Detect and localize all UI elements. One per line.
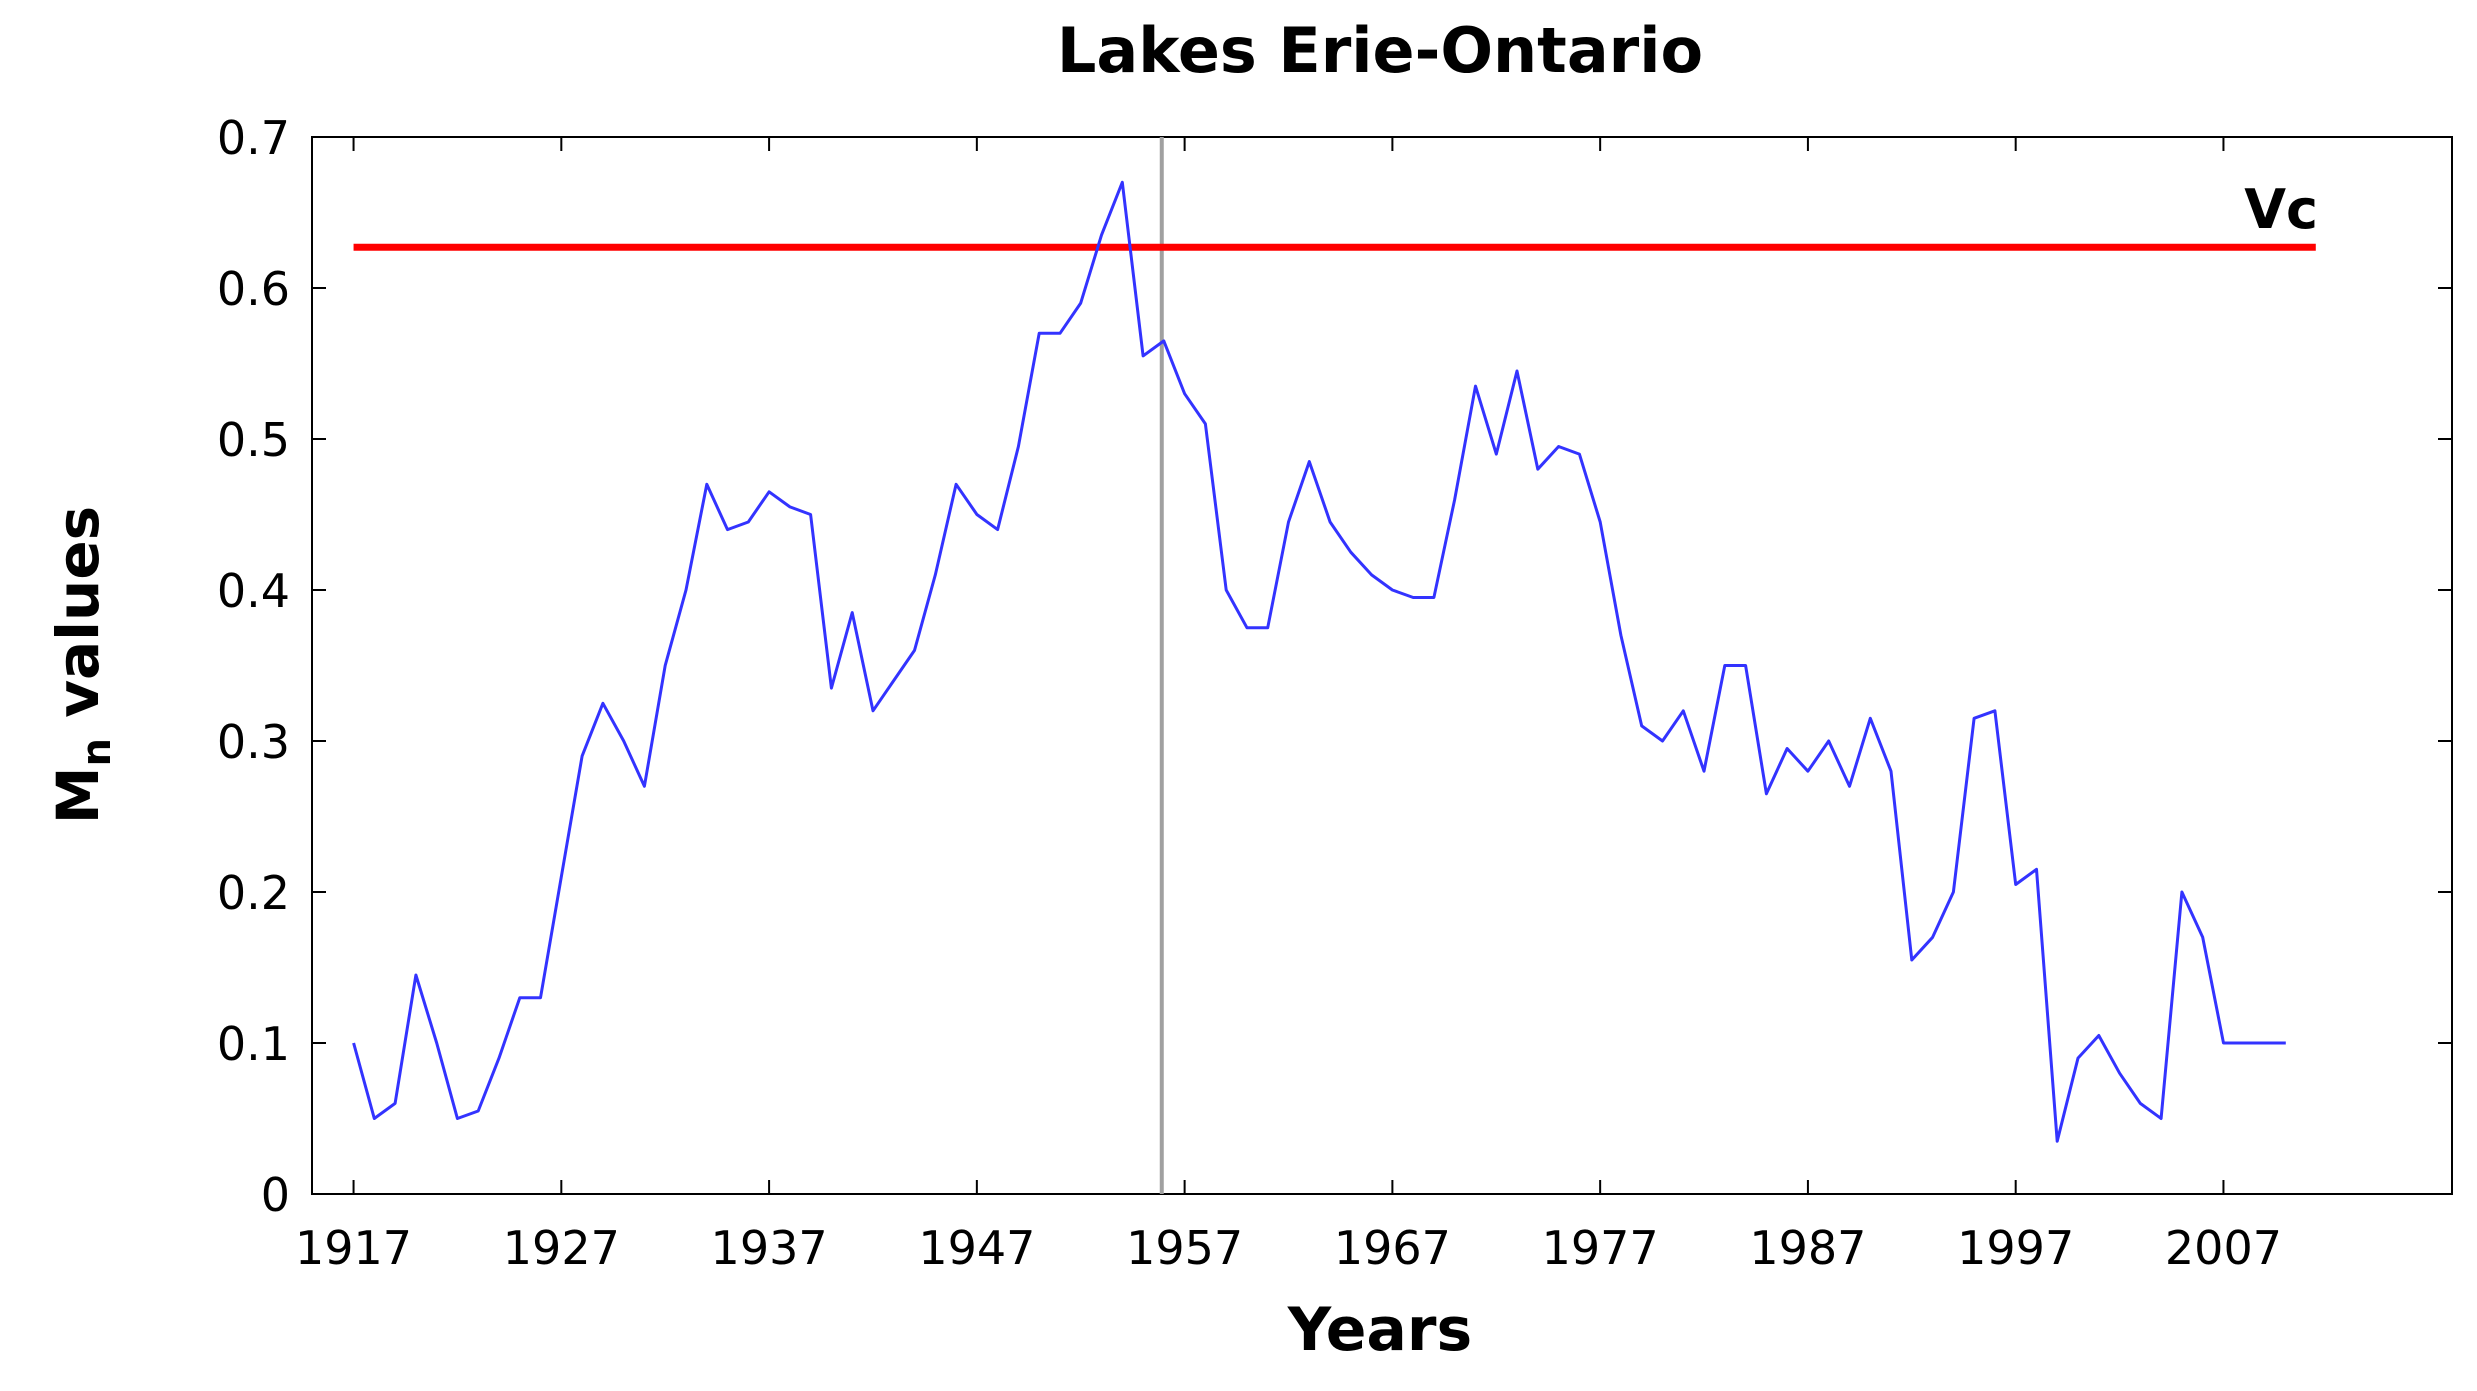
y-tick-label: 0.1 bbox=[217, 1017, 290, 1071]
y-axis-label: Mn values bbox=[44, 506, 120, 824]
y-tick-label: 0 bbox=[261, 1168, 290, 1222]
series-group bbox=[352, 180, 2286, 1143]
y-tick-label: 0.6 bbox=[217, 262, 290, 316]
x-tick-label: 1917 bbox=[295, 1221, 412, 1275]
x-tick-label: 1977 bbox=[1542, 1221, 1659, 1275]
x-tick-label: 2007 bbox=[2165, 1221, 2282, 1275]
y-axis-label-main: M bbox=[44, 766, 112, 824]
x-axis-ticks: 1917 1927 1937 1947 1957 1967 1977 1987 1997 2007 bbox=[295, 137, 2282, 1275]
series-line bbox=[352, 180, 2286, 1143]
y-axis-label-subscript: n bbox=[74, 738, 120, 766]
plot-frame bbox=[311, 136, 2453, 1195]
y-tick-label: 0.4 bbox=[217, 564, 290, 618]
threshold-label: Vc bbox=[2244, 178, 2318, 241]
x-tick-label: 1957 bbox=[1126, 1221, 1243, 1275]
chart-title: Lakes Erie-Ontario bbox=[1057, 14, 1703, 87]
y-tick-label: 0.7 bbox=[217, 111, 290, 165]
x-tick-label: 1927 bbox=[503, 1221, 620, 1275]
x-tick-label: 1947 bbox=[918, 1221, 1035, 1275]
y-tick-label: 0.2 bbox=[217, 866, 290, 920]
x-tick-label: 1987 bbox=[1749, 1221, 1866, 1275]
x-tick-label: 1967 bbox=[1334, 1221, 1451, 1275]
y-tick-label: 0.3 bbox=[217, 715, 290, 769]
x-axis-label: Years bbox=[1287, 1295, 1472, 1365]
y-axis-ticks: 0 0.1 0.2 0.3 0.4 0.5 0.6 0.7 bbox=[217, 111, 2452, 1222]
x-tick-label: 1937 bbox=[711, 1221, 828, 1275]
y-axis-label-rest: values bbox=[44, 506, 112, 738]
x-tick-label: 1997 bbox=[1957, 1221, 2074, 1275]
y-tick-label: 0.5 bbox=[217, 413, 290, 467]
